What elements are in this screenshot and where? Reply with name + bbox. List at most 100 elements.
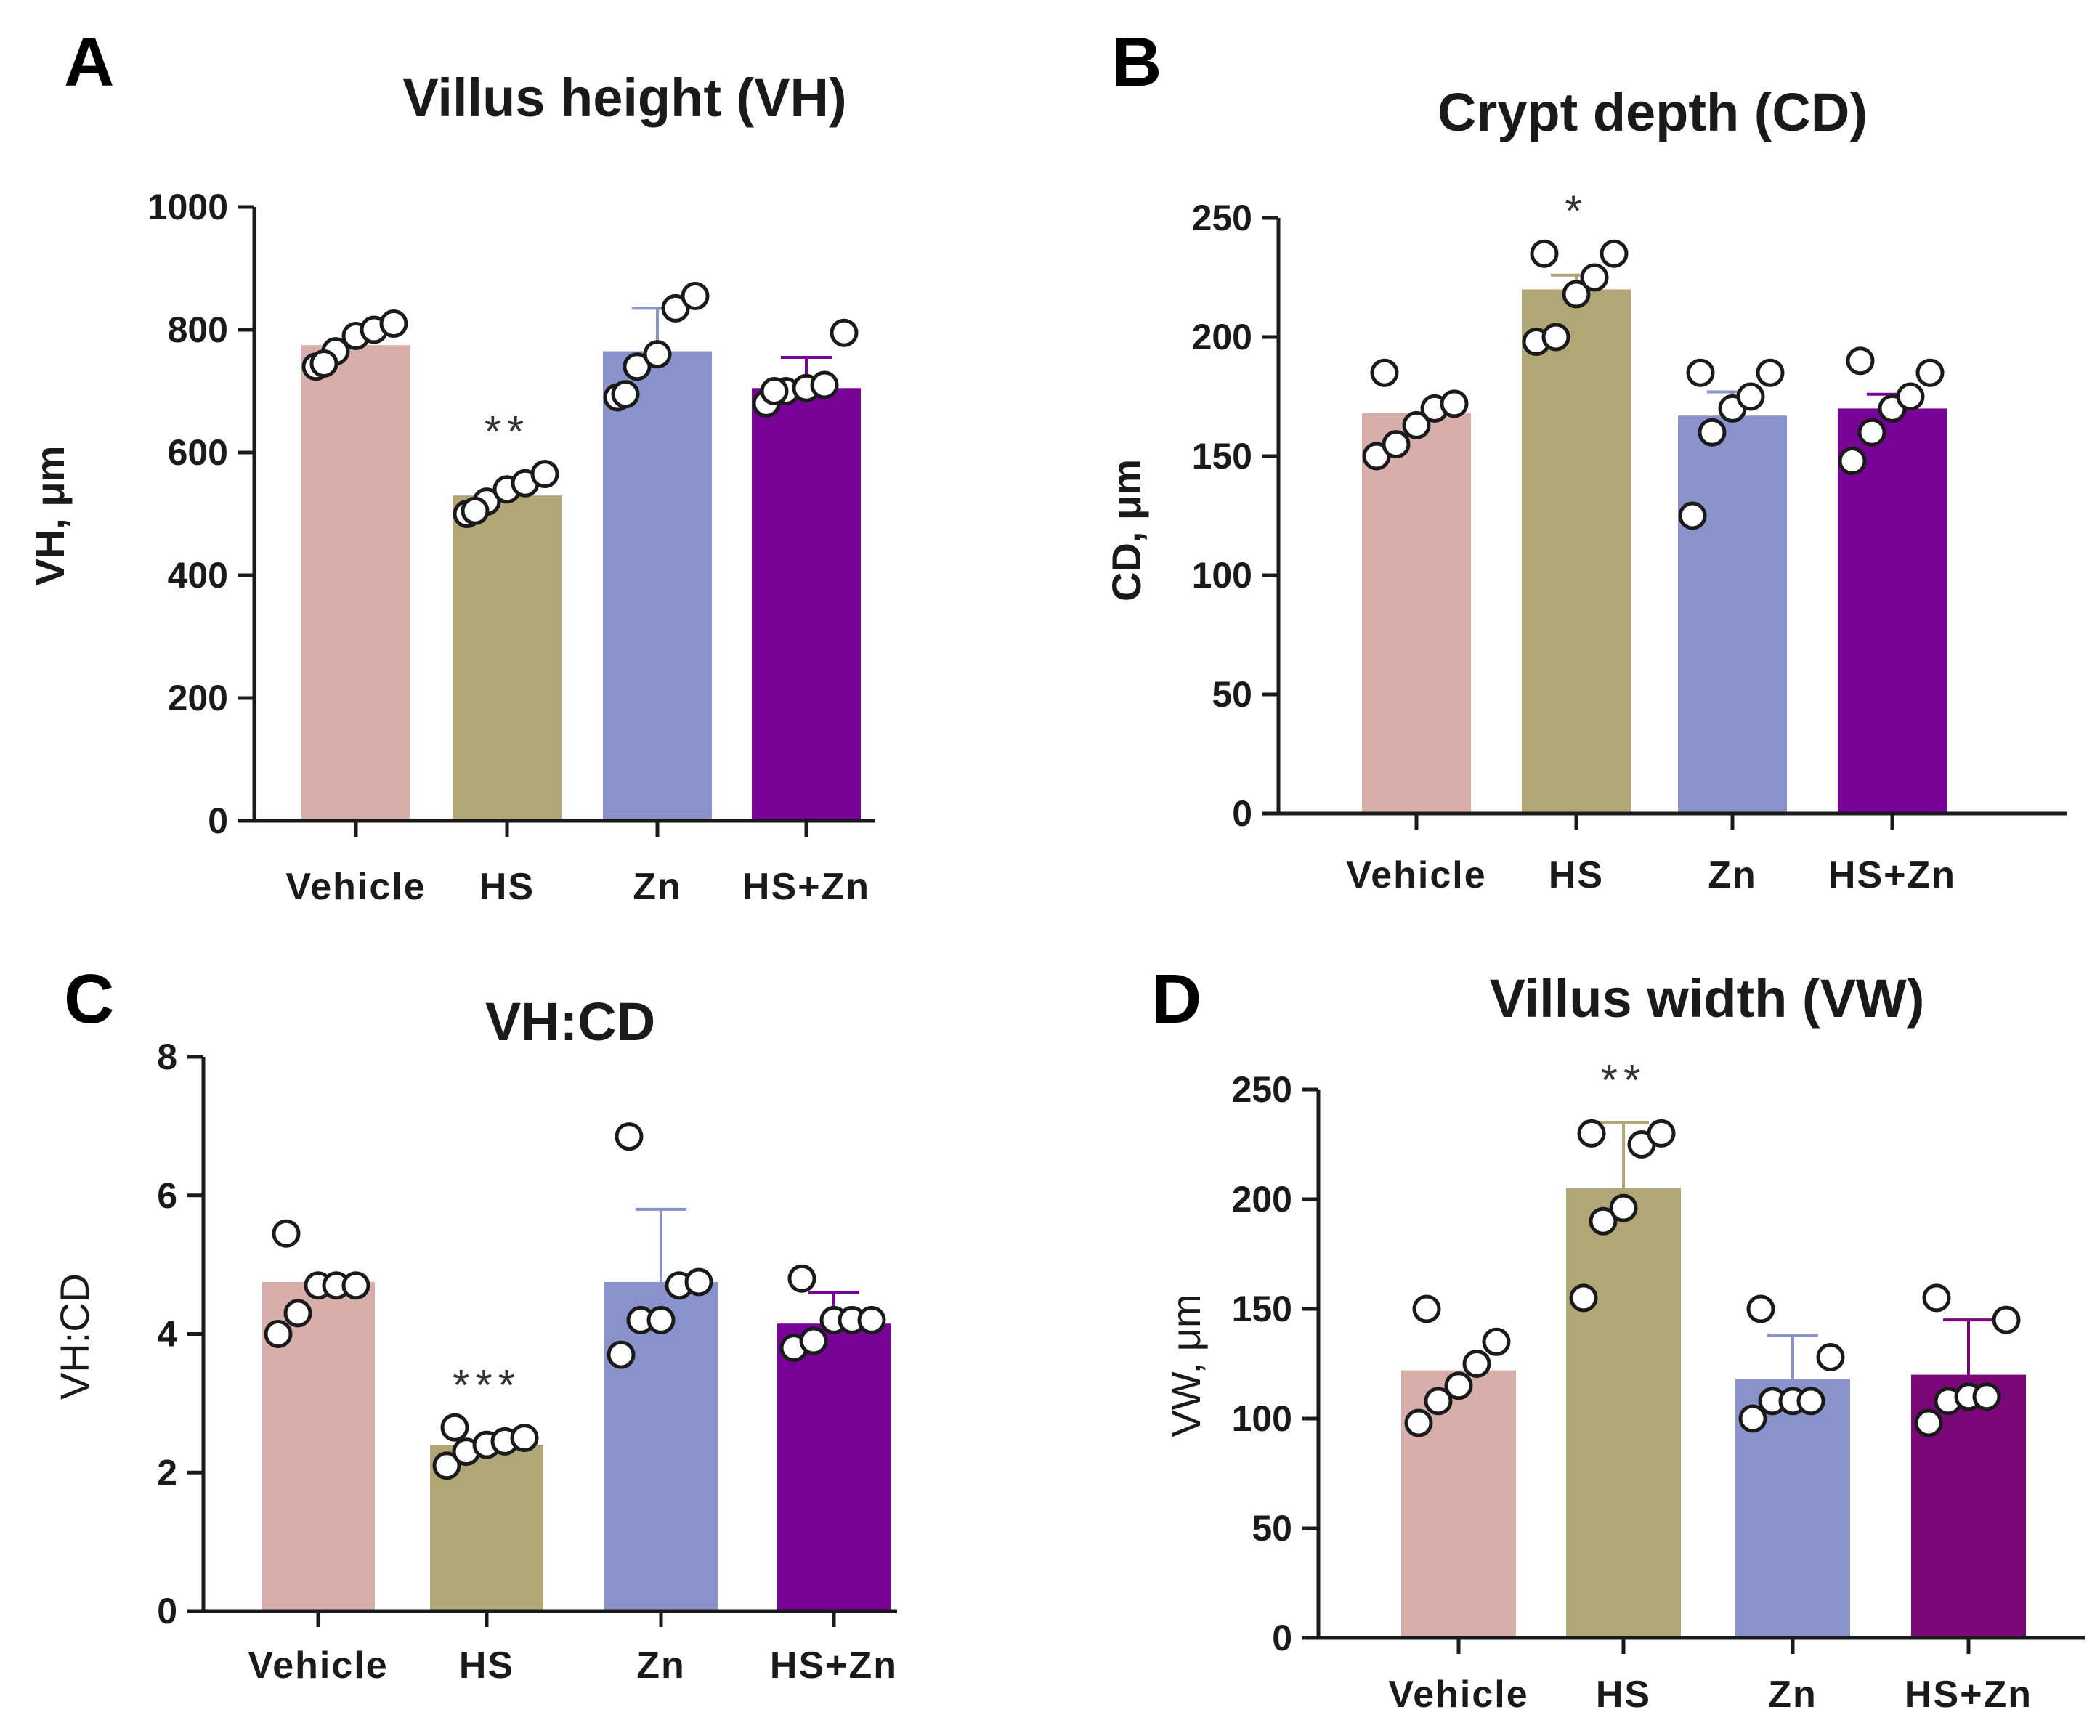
data-point (530, 460, 559, 489)
bar-hs-zn (752, 388, 861, 821)
data-point (1914, 1408, 1943, 1437)
data-point (1569, 1283, 1598, 1313)
y-tick-label: 250 (1192, 198, 1252, 238)
bar-zn (1678, 415, 1787, 814)
data-point (461, 496, 490, 525)
data-point (646, 1305, 676, 1334)
y-tick-label: 6 (157, 1175, 177, 1216)
data-point (810, 370, 839, 399)
data-point (1424, 1387, 1453, 1416)
data-point (1580, 263, 1609, 292)
bar-vehicle (1362, 413, 1471, 814)
data-point (615, 1122, 644, 1151)
data-point (1838, 447, 1867, 476)
data-point (623, 352, 652, 381)
data-point (607, 1340, 636, 1369)
y-axis-label: CD, μm (1103, 459, 1149, 601)
data-point (1402, 410, 1431, 439)
data-point (611, 380, 640, 409)
y-tick-label: 0 (157, 1591, 177, 1631)
y-tick-label: 0 (208, 800, 228, 841)
data-point (510, 1424, 539, 1453)
data-point (1846, 346, 1875, 376)
significance-marker: ** (1601, 1055, 1647, 1104)
data-point (432, 1451, 461, 1480)
data-point (1589, 1206, 1618, 1236)
x-tick-label: HS (479, 866, 535, 908)
y-axis-label: VH, μm (27, 446, 73, 586)
x-tick-label: Zn (1708, 854, 1757, 896)
data-point (1756, 358, 1785, 387)
data-point (1482, 1327, 1511, 1356)
data-point (1992, 1305, 2021, 1334)
bar-hs-zn (1838, 408, 1947, 814)
bar-hs (1566, 1188, 1681, 1638)
data-point (1541, 323, 1570, 352)
x-tick-label: HS (1549, 854, 1604, 896)
data-point (1698, 418, 1727, 447)
data-point (661, 293, 690, 323)
data-point (1462, 1350, 1491, 1378)
data-point (830, 318, 859, 347)
y-tick-label: 200 (1232, 1179, 1292, 1220)
data-point (1736, 382, 1765, 411)
y-tick-label: 0 (1272, 1618, 1292, 1658)
panel-letter: A (64, 23, 114, 101)
y-tick-label: 600 (168, 432, 228, 473)
data-point (684, 1267, 713, 1297)
significance-marker: *** (453, 1360, 521, 1409)
data-point (1896, 382, 1925, 411)
data-point (1686, 358, 1715, 387)
data-point (1412, 1294, 1441, 1323)
y-tick-label: 800 (168, 309, 228, 350)
x-tick-label: Zn (1768, 1674, 1817, 1716)
x-tick-label: HS+Zn (1905, 1674, 2032, 1716)
bar-zn (603, 351, 712, 821)
y-tick-label: 8 (157, 1037, 177, 1077)
data-point (1600, 239, 1629, 268)
data-point (1382, 430, 1411, 459)
data-point (440, 1413, 469, 1442)
significance-marker: * (1565, 187, 1587, 235)
data-point (1404, 1408, 1433, 1437)
y-tick-label: 400 (168, 555, 228, 596)
x-tick-label: Zn (636, 1644, 686, 1687)
x-tick-label: HS (459, 1644, 514, 1687)
panel-title: VH:CD (485, 991, 655, 1052)
data-point (264, 1320, 293, 1348)
data-point (1440, 389, 1469, 418)
bar-hs (453, 495, 562, 821)
data-point (799, 1326, 828, 1355)
x-tick-label: Vehicle (1388, 1674, 1528, 1716)
panel-d: D Villus width (VW) ** 0 50 100 150 200 250 Vehic… (1151, 960, 2085, 1716)
x-tick-label: Zn (633, 866, 682, 908)
data-point (857, 1305, 886, 1334)
panel-b: B Crypt depth (CD) * 0 50 100 150 200 250 Vehicle… (1103, 23, 2067, 896)
data-point (1915, 358, 1945, 387)
data-point (1738, 1404, 1767, 1433)
x-tick-label: Vehicle (1346, 854, 1486, 896)
y-tick-label: 50 (1212, 674, 1252, 715)
panel-letter: D (1151, 960, 1201, 1038)
panel-title: Villus height (VH) (402, 68, 846, 128)
panel-letter: B (1111, 23, 1162, 101)
x-tick-label: HS+Zn (770, 1644, 898, 1687)
y-tick-label: 1000 (147, 187, 228, 227)
data-point (379, 309, 408, 338)
panel-a: A Villus height (VH) ** 0 200 400 600 800 1000 Ve… (27, 23, 875, 908)
y-axis-label: VW, μm (1163, 1294, 1209, 1437)
data-point (1444, 1371, 1473, 1400)
x-tick-label: HS (1596, 1674, 1651, 1716)
panel-title: Villus width (VW) (1490, 968, 1925, 1029)
panel-letter: C (64, 960, 114, 1038)
data-point (272, 1219, 301, 1248)
data-point (1816, 1342, 1845, 1371)
panel-c: C VH:CD *** 0 2 4 6 8 Vehicle HS Zn HS+Zn VH:CD (52, 960, 898, 1687)
data-point (1746, 1294, 1775, 1323)
bar-zn (604, 1281, 718, 1611)
x-tick-label: HS+Zn (1828, 854, 1956, 896)
y-tick-label: 150 (1192, 436, 1252, 476)
data-point (1530, 239, 1559, 268)
data-point (1577, 1119, 1606, 1148)
